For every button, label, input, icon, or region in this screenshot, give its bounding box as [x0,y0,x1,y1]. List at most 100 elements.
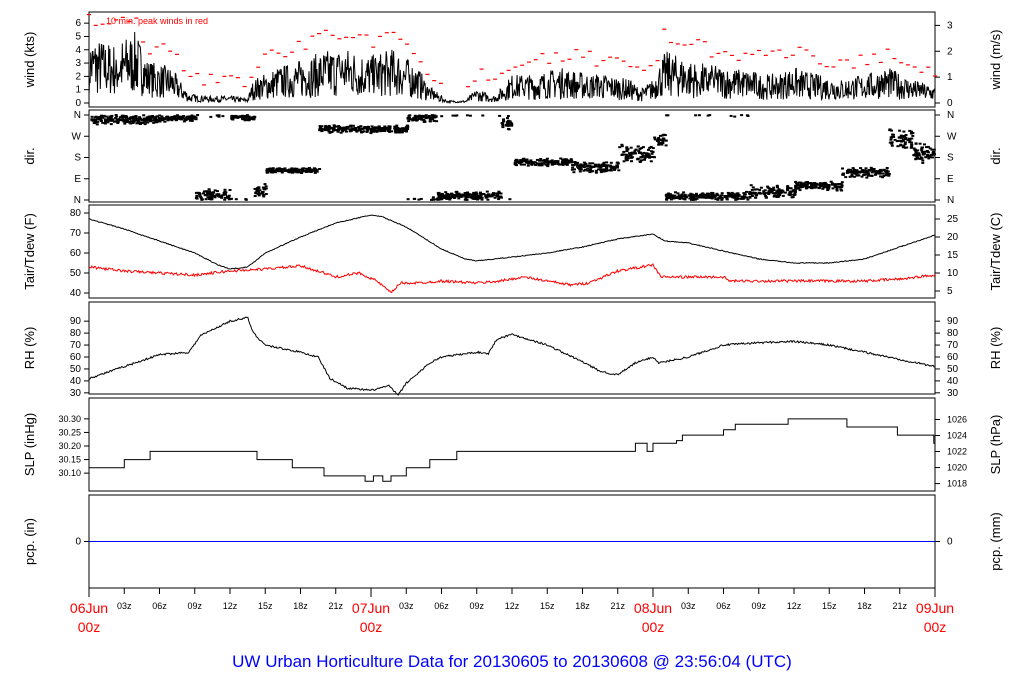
direction-point [927,151,930,154]
direction-point [479,191,482,194]
direction-point [424,114,428,117]
direction-point [101,121,105,124]
y-tick-label: 30 [70,388,82,399]
direction-point [479,193,483,196]
direction-point [855,171,859,174]
direction-point [860,175,864,178]
direction-point [442,195,446,198]
direction-point [545,164,549,167]
direction-point [468,114,472,117]
direction-point [529,159,533,162]
direction-point [676,192,680,195]
direction-point [713,196,717,199]
direction-point [435,120,439,123]
direction-point [350,129,353,132]
direction-point [318,129,322,132]
direction-point [222,191,226,194]
direction-point [266,169,270,172]
direction-point [245,119,249,121]
direction-point [902,144,906,147]
direction-point [428,120,432,123]
y2-axis-label: dir. [988,147,1003,164]
direction-point [925,150,929,152]
direction-point [434,115,438,118]
direction-point [874,171,878,174]
direction-point [328,126,332,129]
direction-point [798,189,802,192]
direction-point [914,150,918,153]
direction-point [412,117,416,120]
direction-point [795,182,799,185]
direction-point [382,128,386,131]
direction-point [665,198,669,201]
direction-point [568,160,571,163]
direction-point [293,167,297,170]
direction-point [327,124,331,127]
direction-point [823,181,827,184]
direction-point [148,118,152,121]
direction-point [609,161,613,164]
y-tick-label: W [72,131,82,142]
direction-point [644,154,648,157]
direction-point [546,162,550,165]
direction-point [393,125,397,128]
direction-point [879,170,883,172]
direction-point [472,191,476,194]
y-tick-label: 0 [75,98,81,109]
direction-point [778,193,781,196]
direction-point [307,169,311,172]
direction-point [406,127,410,130]
direction-point [241,114,244,117]
direction-point [825,186,829,189]
direction-point [740,114,744,117]
direction-point [424,117,428,120]
direction-point [226,195,230,198]
direction-point [911,134,915,137]
direction-point [726,191,730,194]
direction-point [115,119,119,122]
direction-point [697,114,701,117]
direction-point [106,117,110,120]
direction-point [710,191,714,194]
direction-point [629,146,633,149]
y-tick-label: 30.20 [58,441,81,451]
direction-point [683,195,687,198]
direction-point [474,193,478,196]
direction-point [280,169,284,172]
direction-point [798,186,802,189]
direction-point [227,198,231,201]
direction-point [776,186,779,189]
direction-point [497,192,501,194]
direction-point [279,168,283,171]
direction-point [295,167,299,170]
direction-point [208,190,212,193]
direction-point [589,166,593,169]
direction-point [636,145,640,148]
y-axis-label: SLP (inHg) [22,413,37,476]
direction-point [662,139,666,142]
direction-point [444,191,448,194]
direction-point [647,148,650,151]
y2-tick-label: 2 [947,46,953,57]
direction-point [577,167,581,170]
direction-point [135,122,139,125]
direction-point [403,127,407,130]
direction-point [850,173,854,176]
y-tick-label: N [74,195,81,206]
direction-point [647,154,651,157]
direction-point [355,130,359,133]
direction-point [244,198,248,201]
direction-point [830,182,834,185]
direction-point [379,130,383,133]
direction-point [495,192,499,195]
direction-point [573,168,576,171]
direction-point [749,184,753,187]
direction-point [926,145,930,148]
direction-point [297,171,301,174]
direction-point [576,165,580,168]
direction-point [348,128,352,131]
direction-point [571,166,575,169]
direction-point [312,169,316,172]
direction-point [657,137,661,139]
direction-point [650,152,654,155]
